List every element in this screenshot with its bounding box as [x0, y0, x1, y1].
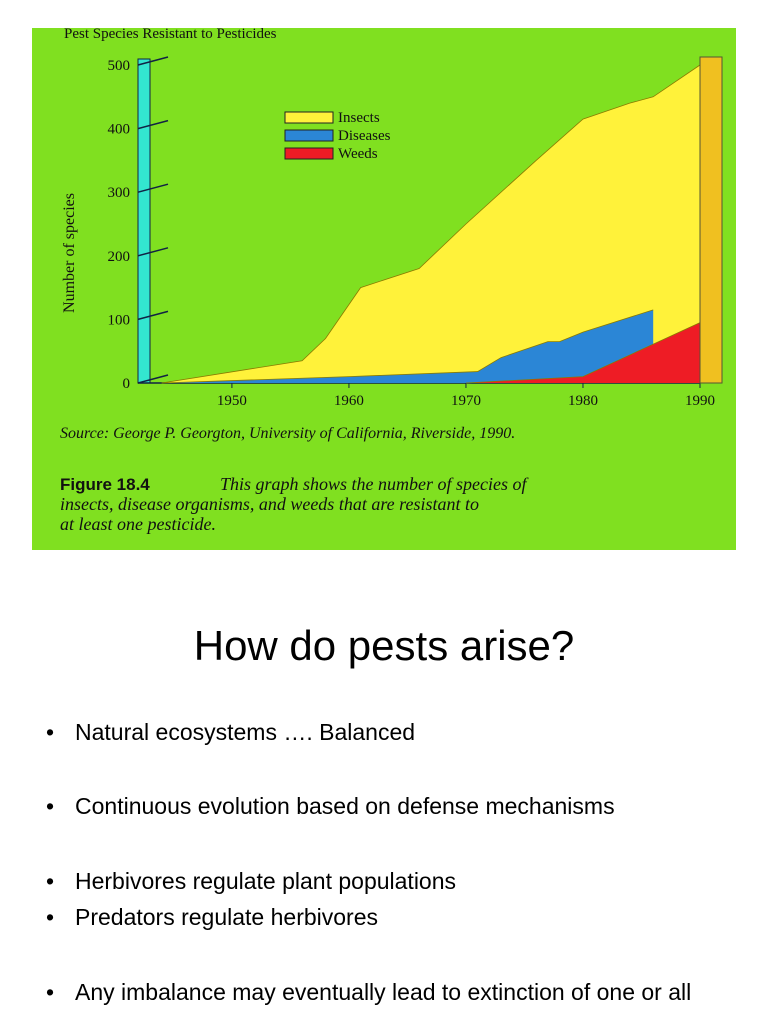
source: Source: George P. Georgton, University o…: [60, 425, 515, 442]
figure: Pest Species Resistant to Pesticides Num…: [32, 28, 736, 550]
y-tick: [137, 183, 169, 193]
y-tick-label: 400: [108, 122, 131, 138]
y-axis-pillar: [137, 58, 151, 384]
y-tick-label: 200: [108, 249, 131, 265]
bullet: • Any imbalance may eventually lead to ex…: [46, 977, 726, 1007]
bullet-marker: •: [46, 904, 55, 930]
area-line: [161, 64, 701, 384]
bullet-marker: •: [46, 719, 55, 745]
bullet-marker: •: [46, 793, 55, 819]
bullet: • Continuous evolution based on defense m…: [46, 791, 726, 821]
legend-label: Insects: [338, 110, 380, 126]
caption-line: at least one pesticide.: [60, 514, 216, 534]
legend-swatch: [284, 147, 334, 160]
bullet-text: Natural ecosystems …. Balanced: [75, 719, 416, 745]
x-tick-label: 1960: [334, 393, 364, 409]
legend-swatch: [284, 129, 334, 142]
bullet-text: Herbivores regulate plant populations: [75, 868, 457, 894]
bullet-marker: •: [46, 868, 55, 894]
x-tick-label: 1980: [568, 393, 598, 409]
legend-swatch: [284, 111, 334, 124]
bullet: • Herbivores regulate plant populations: [46, 866, 726, 896]
legend-label: Weeds: [338, 146, 378, 162]
y-tick-label: 0: [123, 376, 131, 392]
area-line: [465, 322, 701, 384]
y-tick: [137, 310, 169, 321]
area-fill: [161, 65, 700, 383]
y-tick: [137, 56, 169, 66]
x-tick-label: 1970: [451, 393, 481, 409]
y-axis-label: Number of species: [61, 193, 78, 313]
y-tick: [137, 119, 169, 130]
chart-title: Pest Species Resistant to Pesticides: [64, 28, 277, 42]
area-fill: [465, 322, 700, 383]
y-tick-label: 100: [108, 312, 131, 328]
x-tick-label: 1950: [217, 393, 247, 409]
plot: 0 100 200 300 400 500 1950 1960 1970 1980 1990 Inse…: [108, 56, 723, 409]
bullet-text: Predators regulate herbivores: [75, 904, 378, 930]
caption-line: This graph shows the number of species o…: [220, 474, 530, 494]
caption-line: insects, disease organisms, and weeds th…: [60, 494, 479, 514]
bullet: • Predators regulate herbivores: [46, 902, 726, 932]
bullet: • Natural ecosystems …. Balanced: [46, 717, 726, 747]
legend-label: Diseases: [338, 128, 391, 144]
bullet-text: Continuous evolution based on defense me…: [75, 793, 615, 819]
y-tick: [137, 247, 169, 257]
right-pillar: [699, 56, 723, 384]
area-fill: [161, 309, 654, 383]
bullet-marker: •: [46, 979, 55, 1005]
figure-label: Figure 18.4: [60, 475, 150, 494]
area-line: [161, 309, 654, 384]
y-tick-label: 300: [108, 185, 131, 201]
x-tick-label: 1990: [685, 393, 715, 409]
y-tick: [137, 374, 169, 384]
bullet-text: Any imbalance may eventually lead to ext…: [75, 979, 692, 1005]
y-tick-label: 500: [108, 58, 131, 74]
slide-title: How do pests arise?: [193, 622, 575, 669]
